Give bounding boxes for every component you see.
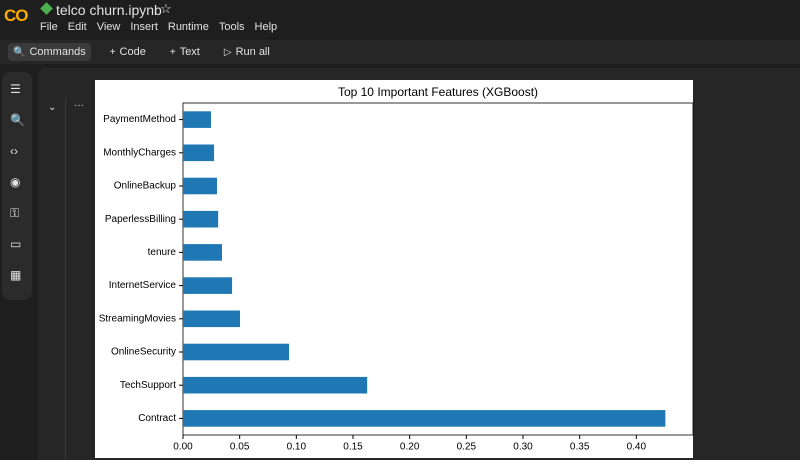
x-tick-label: 0.15 bbox=[343, 442, 363, 453]
figure bbox=[95, 80, 693, 458]
x-tick-label: 0.30 bbox=[513, 442, 533, 453]
toolbar-icon: + bbox=[109, 47, 116, 58]
toolbar-icon: + bbox=[169, 47, 176, 58]
y-tick-label: OnlineSecurity bbox=[111, 347, 176, 358]
toolbar-button[interactable]: 🔍 Commands bbox=[8, 43, 91, 61]
chart-title: Top 10 Important Features (XGBoost) bbox=[338, 85, 538, 99]
x-tick-label: 0.35 bbox=[570, 442, 590, 453]
axes-frame bbox=[182, 102, 694, 436]
bar bbox=[183, 177, 217, 195]
bar bbox=[183, 244, 222, 261]
sidebar-icon[interactable]: ☰ bbox=[10, 82, 21, 96]
sidebar: ☰ 🔍 ‹› ◉ ⚿ ▭ ▦ bbox=[2, 72, 32, 300]
star-icon[interactable]: ☆ bbox=[160, 1, 172, 16]
bar bbox=[183, 144, 215, 162]
sidebar-icon[interactable]: ⚿ bbox=[10, 206, 20, 220]
menu-item[interactable]: Help bbox=[254, 21, 278, 33]
sidebar-icon[interactable]: ◉ bbox=[10, 175, 21, 189]
more-icon[interactable]: ··· bbox=[74, 100, 84, 111]
sidebar-icon[interactable]: ▦ bbox=[10, 268, 22, 282]
toolbar-button[interactable]: ▷ Run all bbox=[219, 43, 275, 61]
menu-bar: File Edit View Insert Runtime Tools Help bbox=[40, 21, 277, 33]
y-tick-label: Contract bbox=[138, 413, 176, 424]
toolbar-label: Commands bbox=[29, 46, 86, 58]
x-tick-label: 0.20 bbox=[400, 442, 420, 453]
logo[interactable]: CO bbox=[4, 6, 28, 25]
toolbar: 🔍 Commands + Code + Text ▷ Run all bbox=[0, 40, 800, 64]
toolbar-label: Code bbox=[119, 46, 146, 58]
bar bbox=[183, 277, 233, 294]
toolbar-icon: 🔍 bbox=[13, 47, 26, 58]
menu-item[interactable]: Insert bbox=[130, 21, 158, 33]
y-tick-label: MonthlyCharges bbox=[103, 147, 176, 158]
y-tick-label: PaymentMethod bbox=[103, 114, 176, 125]
menu-item[interactable]: Tools bbox=[218, 21, 245, 33]
bar bbox=[183, 376, 368, 394]
toolbar-button[interactable]: + Code bbox=[105, 43, 151, 61]
cell-divider bbox=[65, 98, 66, 458]
x-tick-label: 0.25 bbox=[457, 442, 477, 453]
toolbar-icon: ▷ bbox=[223, 47, 232, 58]
y-tick-label: OnlineBackup bbox=[114, 181, 177, 192]
collapse-icon[interactable]: ⌄ bbox=[48, 102, 57, 113]
bar bbox=[183, 210, 219, 228]
x-tick-label: 0.00 bbox=[173, 442, 193, 453]
bar bbox=[183, 111, 211, 128]
sidebar-icon[interactable]: ‹› bbox=[10, 144, 18, 158]
toolbar-label: Run all bbox=[235, 46, 270, 58]
y-tick-label: InternetService bbox=[109, 280, 177, 291]
y-tick-label: PaperlessBilling bbox=[105, 214, 176, 225]
sidebar-icon[interactable]: ▭ bbox=[10, 237, 22, 251]
menu-item[interactable]: Edit bbox=[67, 21, 87, 33]
menu-item[interactable]: File bbox=[40, 21, 58, 33]
y-tick-label: TechSupport bbox=[120, 380, 176, 391]
toolbar-button[interactable]: + Text bbox=[165, 43, 205, 61]
x-tick-label: 0.10 bbox=[287, 442, 307, 453]
menu-item[interactable]: View bbox=[96, 21, 121, 33]
file-name[interactable]: telco churn.ipynb bbox=[56, 2, 162, 18]
y-tick-label: tenure bbox=[148, 247, 177, 258]
x-tick-label: 0.40 bbox=[627, 442, 647, 453]
y-tick-label: StreamingMovies bbox=[99, 313, 176, 324]
sidebar-icon[interactable]: 🔍 bbox=[10, 113, 25, 127]
bar bbox=[183, 410, 666, 427]
bar bbox=[183, 343, 290, 361]
bar bbox=[183, 310, 241, 328]
toolbar-label: Text bbox=[179, 46, 200, 58]
menu-item[interactable]: Runtime bbox=[167, 21, 209, 33]
x-tick-label: 0.05 bbox=[230, 442, 250, 453]
